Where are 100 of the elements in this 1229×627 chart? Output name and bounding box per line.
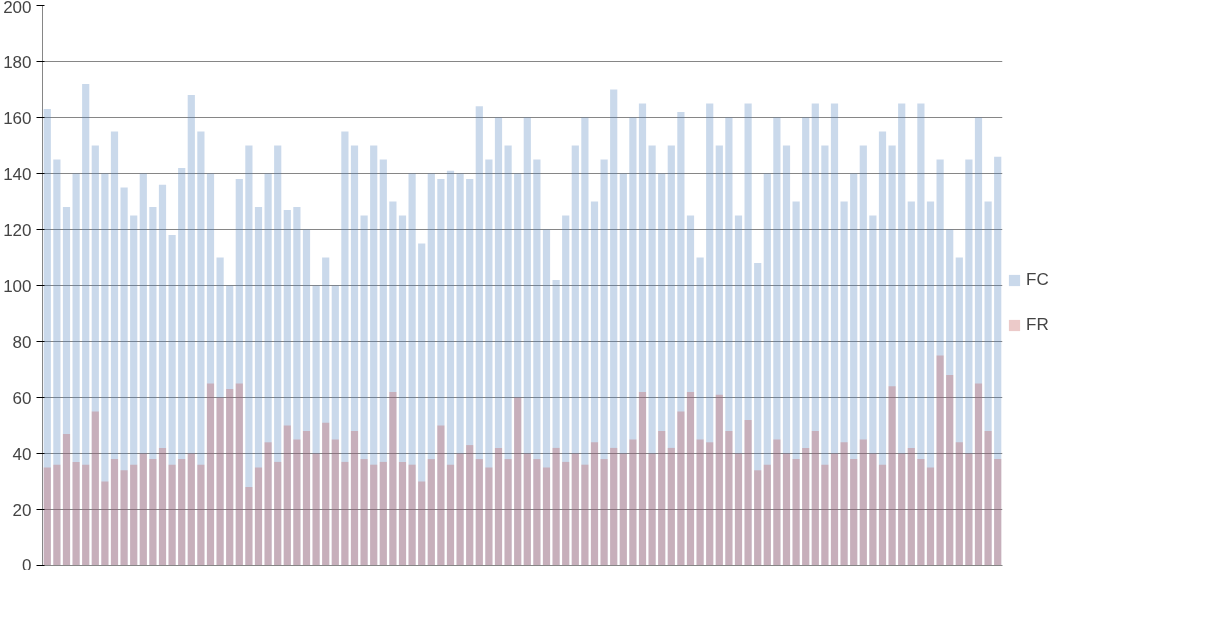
bar [955,442,963,566]
y-tick-label: 100 [3,276,32,296]
bar [610,447,618,566]
bar [130,464,138,566]
bar [850,459,858,566]
bar [427,459,435,566]
bar [888,386,896,566]
bar [494,447,503,566]
bar [197,464,205,566]
bar [504,459,512,566]
bar [466,445,474,566]
bar [638,391,647,566]
bar [677,411,685,566]
bar [667,447,675,566]
bar [43,467,51,566]
bar [254,467,263,566]
legend-label: FR [1026,315,1049,335]
bar [984,431,992,566]
y-tick-label: 40 [12,444,32,464]
y-tick-label: 200 [3,0,32,17]
bar [514,397,522,566]
bar [936,355,944,566]
bar [110,459,119,566]
y-tick-label: 140 [3,164,32,184]
bar [965,453,973,566]
bar [552,447,560,566]
bar [802,447,810,566]
bar [734,453,743,566]
bar [91,411,99,566]
bar [792,459,800,566]
bar [619,453,627,566]
bar [158,447,167,566]
y-tick-label: 60 [12,388,32,408]
bar [446,464,455,566]
bar [120,470,128,566]
bar [187,453,195,566]
y-tick-label: 160 [3,108,32,128]
bar [62,433,71,566]
bar [658,431,666,566]
bar [283,425,291,566]
bar [475,459,483,566]
bar [418,481,426,566]
bar [946,375,954,566]
bar [974,383,983,566]
bar [859,439,867,566]
bar [523,453,531,566]
bar [149,459,157,566]
bar [178,459,186,566]
bar [437,425,445,566]
bar [811,431,819,566]
y-tick-label: 80 [12,332,32,352]
bar [82,464,90,566]
y-tick-label: 120 [3,220,32,240]
bar [168,464,176,566]
bar [456,453,464,566]
bar [312,453,320,566]
bar [72,461,80,566]
bar [821,464,829,566]
y-tick-label: 20 [12,500,32,520]
bar [869,453,877,566]
bar [302,431,311,566]
bar [725,431,733,566]
bar [408,464,416,566]
bar [226,389,234,566]
bar [360,459,368,566]
bar [715,394,723,566]
bar [331,439,339,566]
bar [53,464,61,566]
bar [485,467,493,566]
bar [994,459,1002,566]
bar [350,431,359,566]
bar [379,461,387,566]
bar [878,464,887,566]
y-tick-label: 0 [22,555,32,575]
bar [754,470,762,566]
bar [744,419,752,566]
bar [696,439,704,566]
bar [581,464,589,566]
bar [274,461,282,566]
bar [322,422,330,566]
bar [763,464,771,566]
bar [648,453,656,566]
y-tick-label: 180 [3,52,32,72]
bar [370,464,378,566]
bar [600,459,608,566]
bar [139,453,147,566]
bar [533,459,541,566]
bar [706,442,714,566]
bar [590,442,599,566]
bar [840,442,848,566]
bar [264,442,272,566]
bar [898,453,906,566]
bar [398,461,407,566]
bar [542,467,551,566]
bar [389,391,397,566]
bar [235,383,243,566]
bar [907,447,915,566]
bar [782,453,791,566]
bar [562,461,570,566]
bar [830,453,839,566]
